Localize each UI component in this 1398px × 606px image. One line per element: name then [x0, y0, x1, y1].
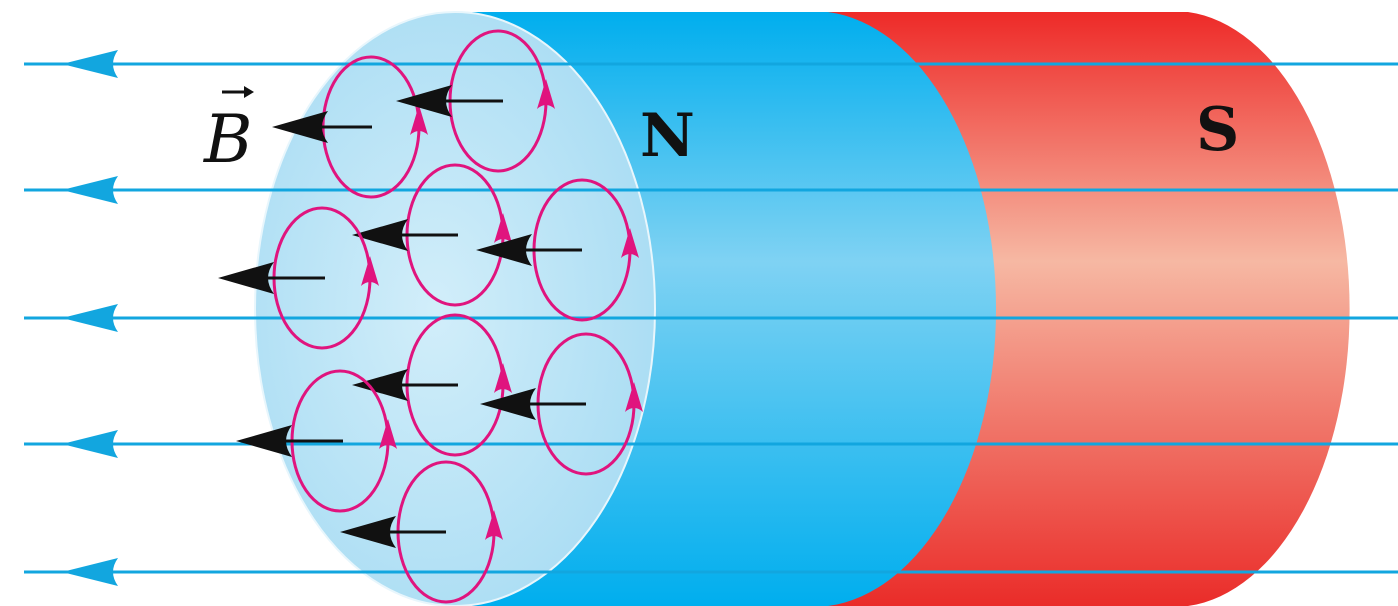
arrow-left-icon: [236, 425, 292, 457]
circulation-arrow-icon: [494, 213, 512, 243]
field-line: [24, 50, 1398, 78]
current-loop: [476, 178, 639, 322]
field-line: [24, 558, 1398, 586]
circulation-arrow-icon: [494, 363, 512, 393]
field-line: [24, 176, 1398, 204]
arrow-left-icon: [62, 50, 118, 78]
north-pole-label: N: [640, 101, 695, 171]
current-loop: [272, 55, 428, 199]
circulation-arrow-icon: [621, 228, 639, 258]
arrow-left-icon: [340, 516, 396, 548]
field-lines: [24, 50, 1398, 586]
arrow-left-icon: [272, 111, 328, 143]
circulation-arrow-icon: [537, 79, 555, 109]
magnetic-moment-arrow: [396, 85, 503, 117]
field-symbol: B: [203, 101, 253, 178]
arrow-left-icon: [480, 388, 536, 420]
magnetic-moment-arrow: [340, 516, 446, 548]
current-loop: [340, 460, 503, 604]
current-loop: [396, 29, 555, 173]
magnetic-moment-arrow: [218, 262, 325, 294]
arrow-left-icon: [476, 234, 532, 266]
arrow-left-icon: [352, 369, 408, 401]
circulation-arrow-icon: [410, 105, 428, 135]
arrow-left-icon: [352, 219, 408, 251]
circulation-arrow-icon: [379, 419, 397, 449]
circulation-arrow-icon: [361, 256, 379, 286]
field-line: [24, 304, 1398, 332]
magnetic-moment-arrow: [476, 234, 582, 266]
arrow-left-icon: [62, 176, 118, 204]
current-loop: [352, 313, 512, 457]
current-loop: [218, 206, 379, 350]
arrow-left-icon: [218, 262, 274, 294]
magnetic-moment-arrow: [236, 425, 343, 457]
arrow-left-icon: [62, 558, 118, 586]
south-pole-label: S: [1196, 95, 1239, 165]
circulation-arrow-icon: [485, 510, 503, 540]
magnetic-moment-arrow: [352, 369, 458, 401]
current-loop: [236, 369, 397, 513]
magnetic-moment-arrow: [272, 111, 372, 143]
arrow-left-icon: [62, 430, 118, 458]
field-vector-label: B: [203, 86, 254, 178]
current-loops: [218, 29, 643, 604]
arrow-left-icon: [396, 85, 452, 117]
arrow-left-icon: [62, 304, 118, 332]
magnetic-moment-arrow: [352, 219, 458, 251]
vector-arrow-icon: [222, 86, 254, 98]
current-loop: [480, 332, 643, 476]
circulation-arrow-icon: [625, 382, 643, 412]
magnetic-moment-arrow: [480, 388, 586, 420]
current-loop: [352, 163, 512, 307]
